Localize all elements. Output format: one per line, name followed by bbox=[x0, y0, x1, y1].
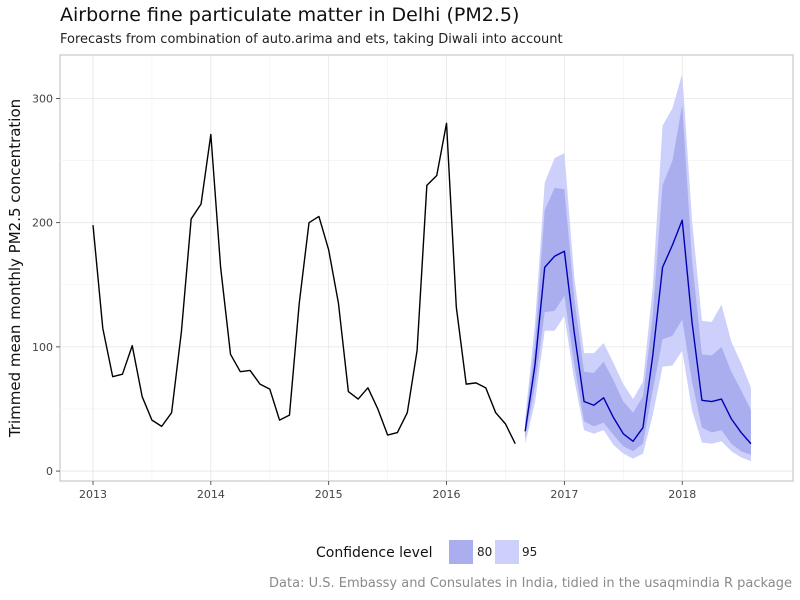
observed-series-line bbox=[92, 122, 516, 445]
y-tick-label: 300 bbox=[32, 92, 53, 105]
legend-label-95: 95 bbox=[522, 545, 537, 559]
y-axis: 0 100 200 300 bbox=[32, 92, 60, 478]
confidence-bands bbox=[525, 73, 751, 462]
series-lines bbox=[92, 122, 752, 445]
legend-key-80 bbox=[449, 540, 473, 564]
x-tick-label: 2018 bbox=[668, 488, 696, 501]
x-axis: 2013 2014 2015 2016 2017 2018 bbox=[79, 481, 696, 501]
legend-label-80: 80 bbox=[477, 545, 492, 559]
x-tick-label: 2014 bbox=[197, 488, 225, 501]
band-80 bbox=[525, 104, 751, 455]
legend-title: Confidence level bbox=[316, 545, 432, 561]
chart-title: Airborne fine particulate matter in Delh… bbox=[60, 4, 519, 26]
y-tick-label: 0 bbox=[46, 465, 53, 478]
y-tick-label: 200 bbox=[32, 217, 53, 230]
chart-subtitle: Forecasts from combination of auto.arima… bbox=[60, 32, 563, 47]
legend: Confidence level 80 95 bbox=[316, 540, 537, 564]
legend-key-95 bbox=[495, 540, 519, 564]
caption: Data: U.S. Embassy and Consulates in Ind… bbox=[269, 576, 792, 591]
x-tick-label: 2017 bbox=[550, 488, 578, 501]
x-tick-label: 2015 bbox=[315, 488, 343, 501]
y-axis-title: Trimmed mean monthly PM2.5 concentration bbox=[6, 99, 24, 438]
x-tick-label: 2013 bbox=[79, 488, 107, 501]
x-tick-label: 2016 bbox=[433, 488, 461, 501]
forecast-series-line bbox=[524, 219, 752, 445]
y-tick-label: 100 bbox=[32, 341, 53, 354]
